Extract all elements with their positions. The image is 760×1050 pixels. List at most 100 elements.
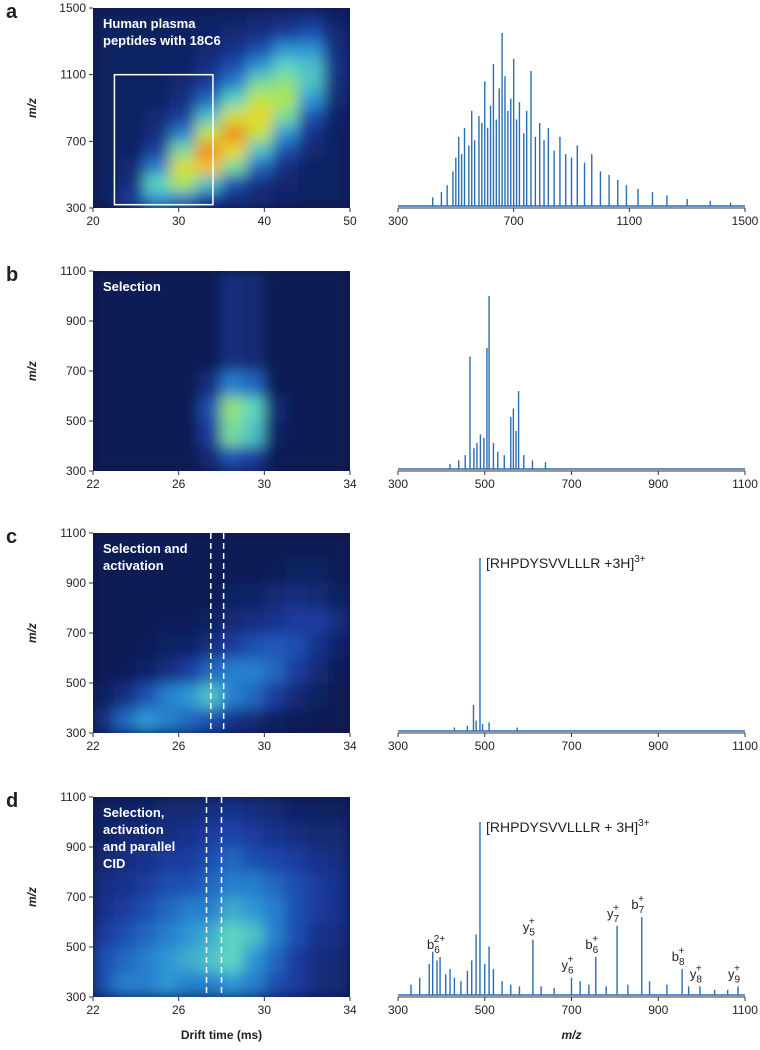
heatmap-cell (221, 107, 248, 126)
fragment-charge: + (734, 963, 740, 974)
heatmap-cell (263, 797, 287, 823)
heatmap-cell (113, 370, 137, 397)
heatmap-cell (246, 174, 274, 192)
heatmap-cell (285, 607, 308, 634)
heatmap-cell (169, 174, 197, 192)
heatmap-cell (298, 157, 325, 176)
fragment-charge: + (613, 903, 619, 914)
heatmap-cell (135, 797, 158, 823)
heatmap-cell (221, 24, 248, 42)
heatmap-cell (306, 295, 330, 322)
heatmap-cell (272, 90, 300, 109)
x-tick-label: 34 (343, 739, 357, 753)
y-tick-label: 500 (66, 414, 86, 428)
heatmap-cell (195, 74, 222, 92)
heatmap-cell (272, 40, 300, 59)
heatmap-cell (118, 8, 145, 26)
heatmap-cell (221, 190, 248, 208)
fragment-ion: y (728, 966, 735, 981)
heatmap-cell (298, 140, 325, 159)
heatmap-cell (199, 320, 222, 347)
heatmap-cell (118, 157, 145, 176)
heatmap-cell (199, 821, 222, 848)
heatmap-cell (143, 8, 171, 26)
heatmap-cell (221, 582, 244, 609)
y-tick-label: 500 (66, 940, 86, 954)
heatmap-cell (199, 797, 222, 823)
heatmap-cell (246, 24, 274, 42)
heatmap-cell (298, 24, 325, 42)
heatmap-cell (285, 557, 308, 584)
heatmap-cell (93, 157, 120, 176)
heatmap-cell (306, 533, 330, 559)
heatmap-cell (113, 896, 137, 923)
heatmap-cell (242, 821, 265, 848)
heatmap-cell (306, 682, 330, 709)
heatmap-cell (143, 190, 171, 208)
heatmap-cell (178, 320, 201, 347)
x-tick-label: 1100 (732, 477, 758, 491)
heatmap-cell (169, 124, 197, 142)
heatmap-cell (263, 921, 287, 948)
heatmap-cell (242, 295, 265, 322)
heatmap-cell (135, 607, 158, 634)
heatmap-cell (199, 846, 222, 873)
fragment-charge: 2+ (434, 934, 446, 945)
heatmap-cell (93, 445, 115, 471)
heatmap-cell (328, 533, 350, 559)
heatmap-cell (242, 271, 265, 297)
y-tick-label: 1100 (60, 264, 86, 278)
heatmap-cell (306, 345, 330, 372)
heatmap-cell (113, 320, 137, 347)
x-tick-label: 30 (258, 1003, 272, 1017)
heatmap-cell (178, 921, 201, 948)
heatmap-cell (178, 657, 201, 684)
heatmap-cell (93, 896, 115, 923)
heatmap-cell (306, 946, 330, 973)
heatmap-cell (328, 657, 350, 684)
heatmap-cell (323, 124, 350, 142)
heatmap-cell (285, 797, 308, 823)
heatmap-cell (323, 140, 350, 159)
heatmap-cell (178, 557, 201, 584)
heatmap-cell (143, 107, 171, 126)
heatmap-cell (135, 320, 158, 347)
heatmap-cell (221, 420, 244, 447)
heatmap-cell (221, 445, 244, 471)
fragment-ion: y (690, 966, 697, 981)
heatmap-cell (118, 190, 145, 208)
heatmap-cell (113, 971, 137, 997)
heatmap-cell (118, 124, 145, 142)
heatmap-cell (93, 846, 115, 873)
heatmap-cell (242, 846, 265, 873)
heatmap-cell (242, 445, 265, 471)
heatmap-cell (298, 57, 325, 76)
heatmap-cell (272, 140, 300, 159)
heatmap-cells (93, 533, 350, 733)
heatmap-cell (156, 582, 180, 609)
heatmap-cell (143, 90, 171, 109)
heatmap-cell (221, 271, 244, 297)
heatmap-cell (93, 682, 115, 709)
heatmap-cell (221, 657, 244, 684)
heatmap-cell (263, 370, 287, 397)
heatmap-cell (156, 420, 180, 447)
heatmap-cell (93, 140, 120, 159)
heatmap-cell (285, 821, 308, 848)
heatmap-cell (135, 896, 158, 923)
fragment-label: y8+ (690, 963, 703, 985)
heatmap-cell (113, 707, 137, 733)
heatmap-cell (156, 395, 180, 422)
heatmap-cell (199, 345, 222, 372)
x-tick-label: 30 (258, 739, 272, 753)
panel-letter: d (6, 790, 18, 812)
heatmap-label: activation (103, 558, 164, 573)
y-tick-label: 700 (66, 890, 86, 904)
x-tick-label: 300 (388, 1003, 408, 1017)
heatmap-cell (306, 557, 330, 584)
heatmap-cell (199, 557, 222, 584)
heatmap-cell (178, 533, 201, 559)
heatmap-cell (328, 921, 350, 948)
fragment-ion: b (427, 937, 434, 952)
heatmap-cell (169, 40, 197, 59)
